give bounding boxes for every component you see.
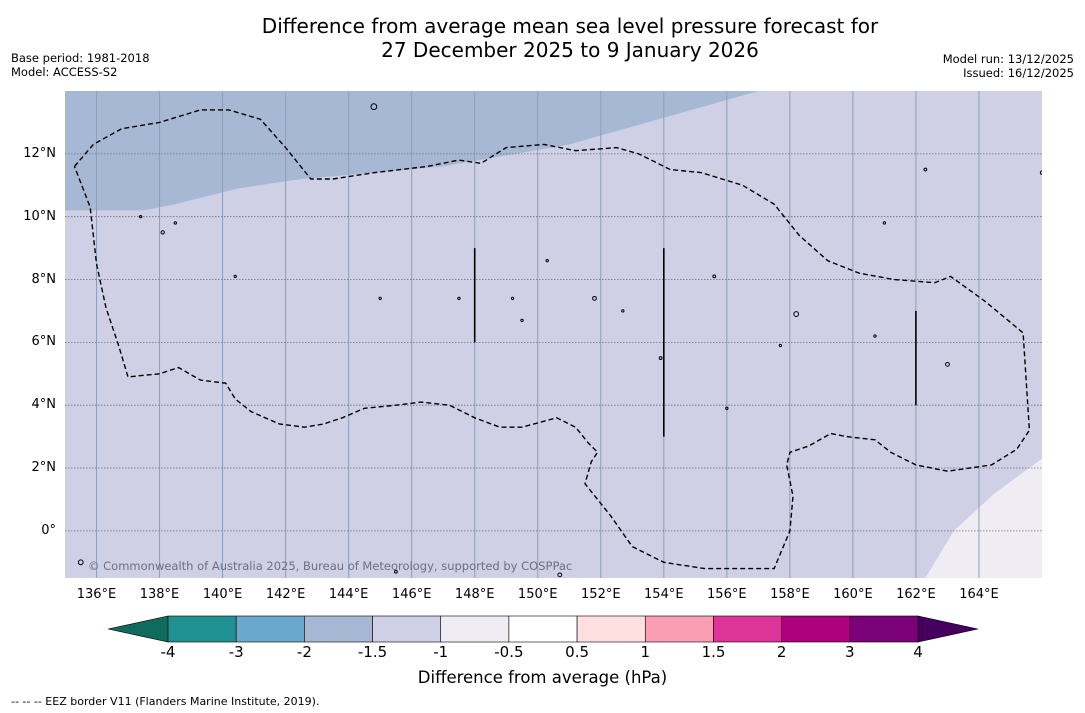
colorbar-under-arrow <box>107 615 169 643</box>
island-coastline <box>658 356 663 360</box>
colorbar-bin <box>849 615 919 643</box>
map-panel <box>65 91 1042 578</box>
island-coastline <box>882 221 887 225</box>
colorbar-bin <box>235 615 305 643</box>
colorbar-tick-label: 2 <box>776 643 787 661</box>
lon-tick-label: 144°E <box>328 587 369 602</box>
island-coastline <box>725 406 729 410</box>
map-title: Difference from average mean sea level p… <box>0 14 1085 62</box>
run-info: Model run: 13/12/2025 Issued: 16/12/2025 <box>943 52 1074 80</box>
island-coastline <box>173 221 177 225</box>
lon-tick-label: 142°E <box>265 587 306 602</box>
title-line-1: Difference from average mean sea level p… <box>261 14 879 38</box>
lat-tick-label: 4°N <box>31 397 57 413</box>
island-coastline <box>457 296 461 301</box>
lon-tick-label: 146°E <box>391 587 432 602</box>
island-coastline <box>592 295 597 301</box>
colorbar-tick-label: 1.5 <box>701 643 726 661</box>
island-coastline <box>712 274 717 279</box>
colorbar-over-arrow <box>917 615 979 643</box>
lon-tick-label: 158°E <box>770 587 810 602</box>
island-coastline <box>621 309 625 313</box>
colorbar-tick-label: 0.5 <box>565 643 590 661</box>
lat-tick-label: 12°N <box>23 145 56 161</box>
title-line-2: 27 December 2025 to 9 January 2026 <box>381 38 759 62</box>
pressure-anomaly-region-2 <box>925 458 1042 578</box>
island-coastline <box>378 296 382 301</box>
colorbar-tick-label: -1 <box>433 643 449 661</box>
island-coastline <box>873 334 877 338</box>
lat-tick-label: 2°N <box>31 460 57 475</box>
colorbar-tick-label: -1.5 <box>357 643 388 661</box>
colorbar-bin <box>644 615 714 643</box>
island-coastline <box>793 311 800 317</box>
island-coastline <box>394 569 398 574</box>
colorbar-tick-label: 1 <box>640 643 651 661</box>
colorbar-tick-label: -3 <box>228 643 244 661</box>
island-coastline <box>557 572 563 578</box>
island-coastline <box>370 103 378 111</box>
lat-tick-label: 0° <box>41 522 56 538</box>
island-coastline <box>945 361 950 367</box>
eez-footnote: -- -- -- EEZ border V11 (Flanders Marine… <box>11 695 320 708</box>
lon-tick-label: 156°E <box>707 587 747 602</box>
island-coastline <box>77 559 84 566</box>
lon-tick-label: 160°E <box>833 587 873 602</box>
colorbar-bin <box>372 615 442 643</box>
lon-tick-label: 140°E <box>202 587 243 602</box>
island-coastline <box>545 259 549 263</box>
base-period: Base period: 1981-2018 <box>11 51 150 65</box>
colorbar-bin <box>167 615 237 643</box>
model-name: Model: ACCESS-S2 <box>11 65 118 79</box>
island-coastline <box>520 318 524 323</box>
island-coastline <box>923 167 928 172</box>
colorbar-bin <box>304 615 373 643</box>
lon-tick-label: 152°E <box>581 587 621 602</box>
colorbar-tick-label: 3 <box>845 643 855 661</box>
colorbar-tick-label: -4 <box>160 643 176 661</box>
island-coastline <box>510 296 515 301</box>
island-coastline <box>160 230 165 235</box>
lat-tick-label: 8°N <box>31 271 57 287</box>
colorbar-tick-label: -0.5 <box>494 643 524 661</box>
lon-tick-label: 148°E <box>454 587 495 602</box>
island-coastline <box>233 274 237 279</box>
island-coastline <box>778 343 783 348</box>
lon-tick-label: 154°E <box>644 587 684 602</box>
lon-tick-label: 150°E <box>517 587 558 602</box>
colorbar-tick-label: -2 <box>296 643 312 661</box>
colorbar-bin <box>781 615 851 643</box>
model-info: Base period: 1981-2018 Model: ACCESS-S2 <box>11 51 150 79</box>
lat-tick-label: 10°N <box>23 208 56 224</box>
lon-tick-label: 138°E <box>139 587 180 602</box>
colorbar-bin <box>440 615 510 643</box>
colorbar-label: Difference from average (hPa) <box>417 668 668 687</box>
lon-tick-label: 164°E <box>959 587 999 602</box>
eez-border-dashed <box>73 109 1031 570</box>
lon-tick-label: 162°E <box>896 587 936 602</box>
colorbar-bin <box>576 615 646 643</box>
colorbar-tick-label: 4 <box>913 643 923 661</box>
map-canvas <box>65 91 1042 578</box>
lon-tick-label: 136°E <box>76 587 117 602</box>
lat-tick-label: 6°N <box>31 334 57 350</box>
issued-date: Issued: 16/12/2025 <box>963 66 1074 80</box>
model-run-date: Model run: 13/12/2025 <box>942 52 1074 66</box>
colorbar-bin <box>713 615 782 643</box>
colorbar <box>107 615 979 643</box>
island-coastline <box>138 215 143 219</box>
colorbar-bin <box>508 615 578 643</box>
copyright-credit: © Commonwealth of Australia 2025, Bureau… <box>88 559 573 573</box>
